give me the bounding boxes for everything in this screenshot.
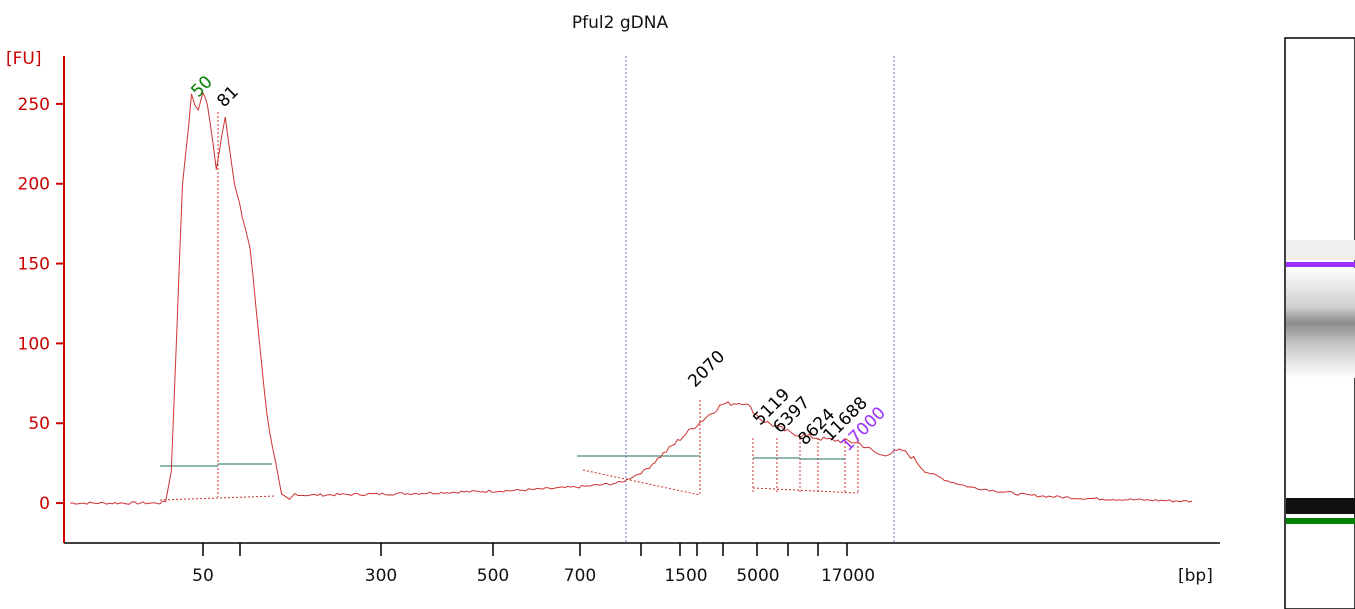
x-tick-label: 5000 xyxy=(736,566,779,586)
x-tick-label: 700 xyxy=(564,566,596,586)
gel-band-lower-marker xyxy=(1286,518,1355,524)
y-ticks: 0 50 100 150 200 250 xyxy=(18,95,64,514)
peak-regions xyxy=(159,112,859,501)
y-tick-label: 250 xyxy=(18,95,50,115)
y-tick-label: 0 xyxy=(39,494,50,514)
peak-baseline xyxy=(752,487,859,494)
peak-label: 81 xyxy=(213,82,242,111)
chart-title: Pful2 gDNA xyxy=(572,13,669,33)
gel-band-lower-dark xyxy=(1286,498,1355,514)
trace-series xyxy=(69,90,1193,505)
gel-haze xyxy=(1286,240,1355,260)
trace-line xyxy=(69,90,1193,505)
x-tick-label: 17000 xyxy=(821,566,875,586)
gel-band-upper-marker xyxy=(1286,262,1355,267)
y-axis-label: [FU] xyxy=(6,49,42,69)
x-axis-label: [bp] xyxy=(1178,566,1213,586)
x-tick-label: 50 xyxy=(192,566,214,586)
x-tick-label: 300 xyxy=(365,566,397,586)
peak-label: 2070 xyxy=(684,347,729,392)
x-tick-label: 1500 xyxy=(664,566,707,586)
gel-lane xyxy=(1284,37,1355,609)
y-tick-label: 100 xyxy=(18,334,50,354)
x-ticks: 50 300 500 700 1500 5000 17000 xyxy=(192,543,875,586)
peak-baseline xyxy=(159,495,276,501)
y-tick-label: 150 xyxy=(18,255,50,275)
y-tick-label: 200 xyxy=(18,175,50,195)
y-tick-label: 50 xyxy=(28,414,50,434)
gel-smear xyxy=(1286,268,1355,378)
x-tick-label: 500 xyxy=(477,566,509,586)
